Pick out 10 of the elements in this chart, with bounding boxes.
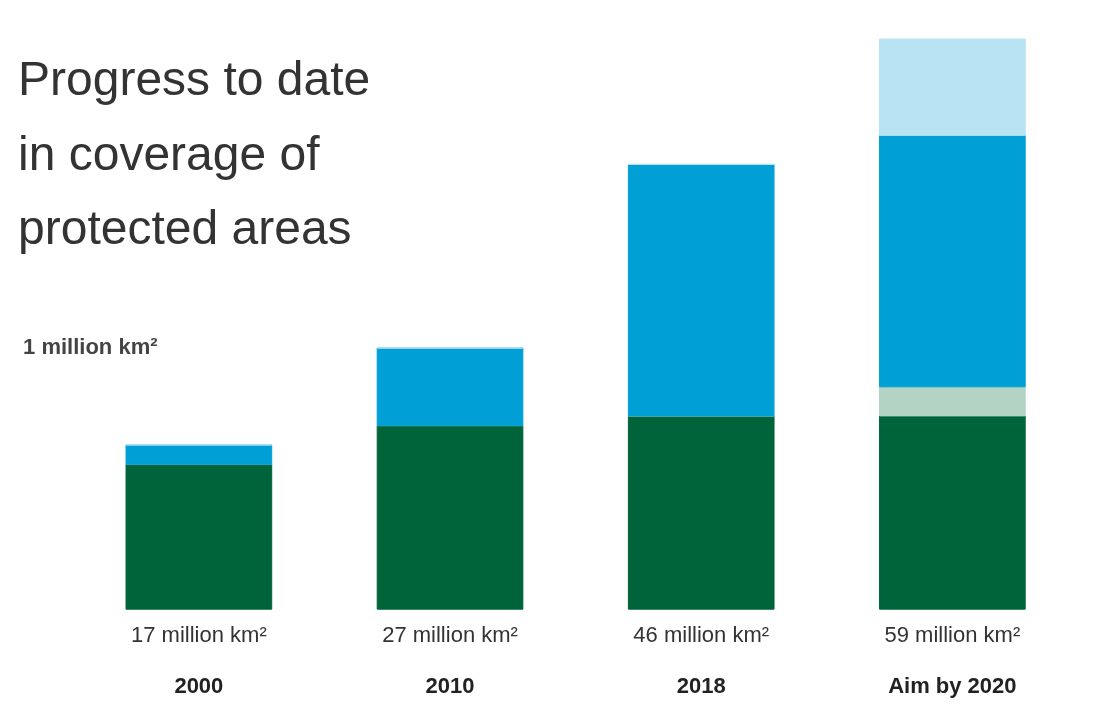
x-tick-label: 2010 [425, 672, 475, 698]
x-tick-label: Aim by 2020 [888, 672, 1017, 698]
text: 59 million km² [884, 622, 1021, 648]
text: Progress to date in coverage of protected areas [18, 52, 371, 254]
annotation: 1 million km² [23, 334, 158, 360]
text: 46 million km² [633, 622, 770, 648]
x-tick-label: 2018 [676, 672, 726, 698]
x-tick-label: 2000 [174, 672, 224, 698]
text: 27 million km² [382, 622, 518, 648]
text: 17 million km² [131, 622, 267, 648]
